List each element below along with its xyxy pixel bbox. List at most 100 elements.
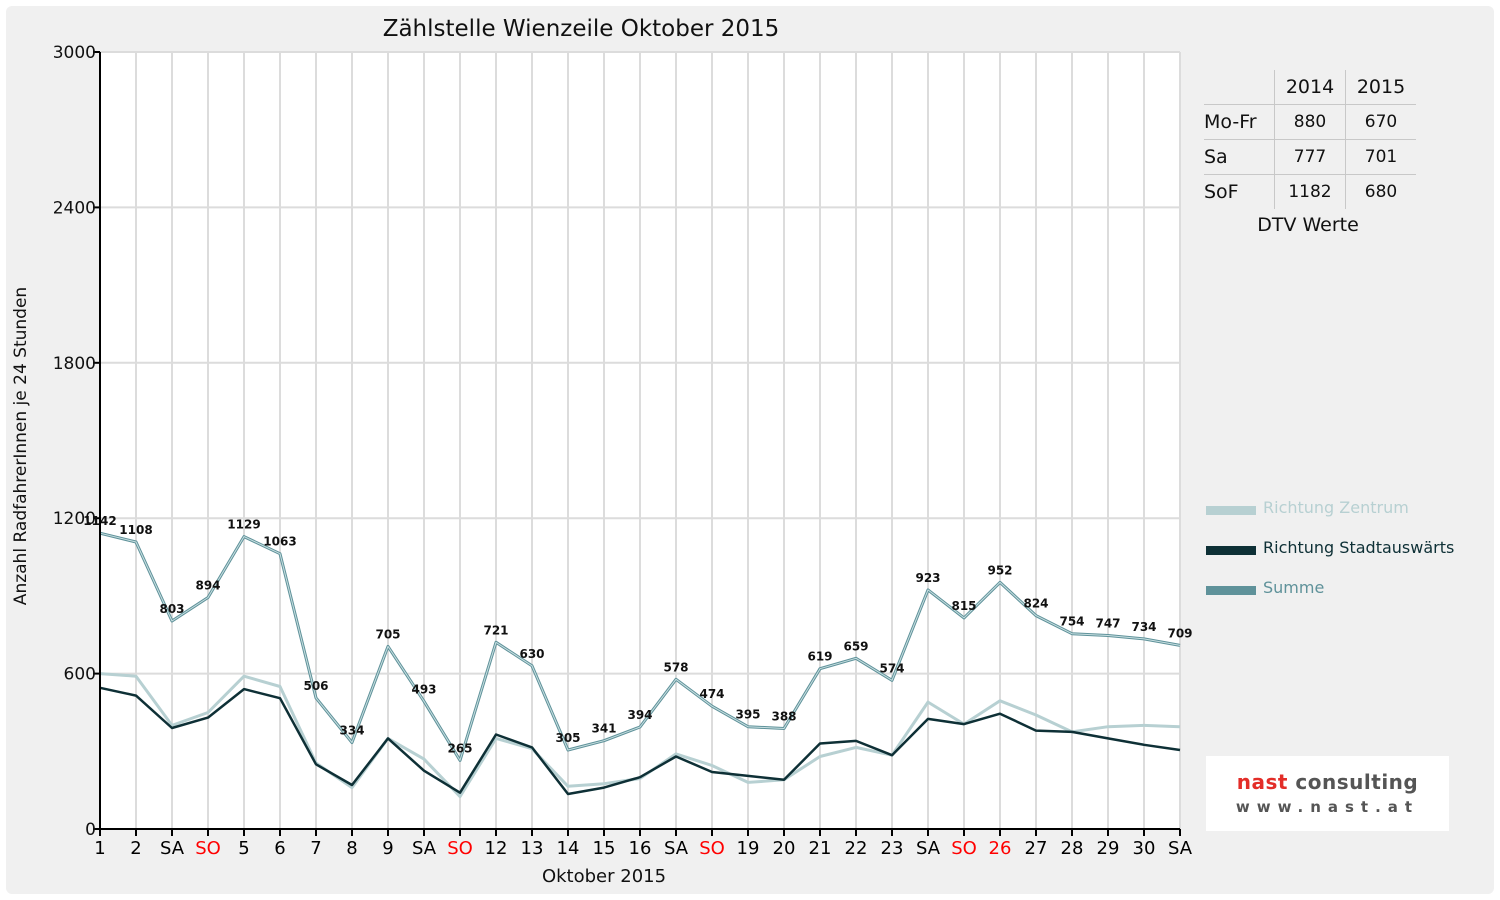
x-tick-label: SA — [412, 838, 437, 859]
data-label: 1129 — [227, 518, 260, 532]
data-label: 754 — [1059, 615, 1084, 629]
data-label: 923 — [915, 571, 940, 585]
x-tick-label: 27 — [1025, 838, 1048, 859]
y-tick-label: 3000 — [53, 43, 96, 63]
data-label: 493 — [411, 682, 436, 696]
x-tick-label: 29 — [1097, 838, 1120, 859]
x-tick-label: 19 — [737, 838, 760, 859]
x-tick-label: 22 — [845, 838, 868, 859]
y-axis-label: Anzahl RadfahrerInnen je 24 Stunden — [11, 287, 31, 605]
legend-swatch — [1206, 586, 1256, 595]
data-label: 574 — [879, 661, 904, 675]
x-tick-label: 7 — [310, 838, 321, 859]
data-label: 506 — [303, 679, 328, 693]
dtv-table: 2014 2015 Mo-Fr 880 670 Sa 777 701 SoF 1… — [1204, 70, 1416, 209]
x-tick-label: 8 — [346, 838, 357, 859]
x-tick-label: 1 — [94, 838, 105, 859]
data-label: 395 — [735, 708, 760, 722]
x-tick-label: 21 — [809, 838, 832, 859]
data-label: 1142 — [83, 514, 116, 528]
x-tick-label: SA — [1168, 838, 1193, 859]
legend-swatch — [1206, 506, 1256, 515]
chart-title: Zählstelle Wienzeile Oktober 2015 — [383, 16, 780, 42]
data-label: 341 — [591, 722, 616, 736]
data-label: 815 — [951, 599, 976, 613]
x-tick-label: 6 — [274, 838, 285, 859]
logo-wordmark: nast consulting — [1206, 770, 1449, 794]
x-tick-label: 16 — [629, 838, 652, 859]
x-tick-label: 30 — [1133, 838, 1156, 859]
dtv-caption: DTV Werte — [1257, 214, 1359, 236]
data-label: 1063 — [263, 535, 296, 549]
x-tick-label: 28 — [1061, 838, 1084, 859]
series-line-1 — [99, 686, 1181, 796]
x-tick-label: 13 — [521, 838, 544, 859]
dtv-row-label: Mo-Fr — [1204, 104, 1275, 140]
y-tick-label: 600 — [64, 665, 96, 685]
chart-frame: 0 600 1200 1800 2400 3000 1 2 SA SO 5 6 7 8 9 SA SO 12 13 1… — [6, 6, 1494, 894]
x-tick-label: 23 — [881, 838, 904, 859]
dtv-cell: 680 — [1345, 174, 1416, 209]
data-label: 824 — [1023, 597, 1048, 611]
x-tick-label: 26 — [989, 838, 1012, 859]
data-label: 334 — [339, 723, 364, 737]
y-tick-label: 2400 — [53, 198, 96, 218]
data-label: 1108 — [119, 523, 152, 537]
data-label: 734 — [1131, 620, 1156, 634]
legend-label: Richtung Stadtauswärts — [1263, 538, 1455, 557]
data-label: 265 — [447, 741, 472, 755]
data-label: 894 — [195, 578, 220, 592]
data-label: 619 — [807, 650, 832, 664]
dtv-row-label: SoF — [1204, 174, 1275, 209]
data-label: 709 — [1167, 626, 1192, 640]
legend-label: Richtung Zentrum — [1263, 498, 1409, 517]
legend-swatch — [1206, 546, 1256, 555]
series-line-highlight — [99, 532, 1181, 761]
dtv-cell: 670 — [1345, 104, 1416, 140]
dtv-corner — [1204, 70, 1275, 105]
logo-url: www.nast.at — [1235, 798, 1420, 816]
logo-name-part2: consulting — [1287, 770, 1419, 794]
x-tick-label: 20 — [773, 838, 796, 859]
dtv-cell: 777 — [1274, 139, 1346, 175]
data-label: 394 — [627, 708, 652, 722]
logo-name-part1: nast — [1236, 770, 1288, 794]
data-label: 803 — [159, 602, 184, 616]
x-tick-label: SA — [664, 838, 689, 859]
x-tick-label: SO — [447, 838, 473, 859]
x-tick-label: 14 — [557, 838, 580, 859]
x-tick-label: 12 — [485, 838, 508, 859]
x-tick-label: 2 — [130, 838, 141, 859]
y-tick-label: 1200 — [53, 509, 96, 529]
x-tick-label: SO — [951, 838, 977, 859]
data-label: 578 — [663, 660, 688, 674]
dtv-col-2015: 2015 — [1345, 70, 1416, 105]
legend-label: Summe — [1263, 578, 1325, 597]
x-axis-label: Oktober 2015 — [542, 866, 666, 887]
dtv-row-label: Sa — [1204, 139, 1275, 175]
dtv-cell: 1182 — [1274, 174, 1346, 209]
x-tick-label: 5 — [238, 838, 249, 859]
data-label: 474 — [699, 687, 724, 701]
data-label: 747 — [1095, 617, 1120, 631]
y-tick-label: 0 — [85, 820, 96, 840]
dtv-cell: 701 — [1345, 139, 1416, 175]
data-label: 630 — [519, 647, 544, 661]
series-lines — [99, 531, 1181, 799]
data-label: 705 — [375, 627, 400, 641]
data-label: 721 — [483, 623, 508, 637]
x-tick-label: SA — [160, 838, 185, 859]
x-tick-label: SA — [916, 838, 941, 859]
dtv-col-2014: 2014 — [1274, 70, 1346, 105]
x-tick-label: SO — [699, 838, 725, 859]
data-label: 305 — [555, 731, 580, 745]
data-label: 388 — [771, 710, 796, 724]
data-label: 659 — [843, 639, 868, 653]
x-tick-label: SO — [195, 838, 221, 859]
company-logo: nast consulting www.nast.at — [1206, 756, 1449, 831]
x-tick-label: 15 — [593, 838, 616, 859]
data-label: 952 — [987, 563, 1012, 577]
